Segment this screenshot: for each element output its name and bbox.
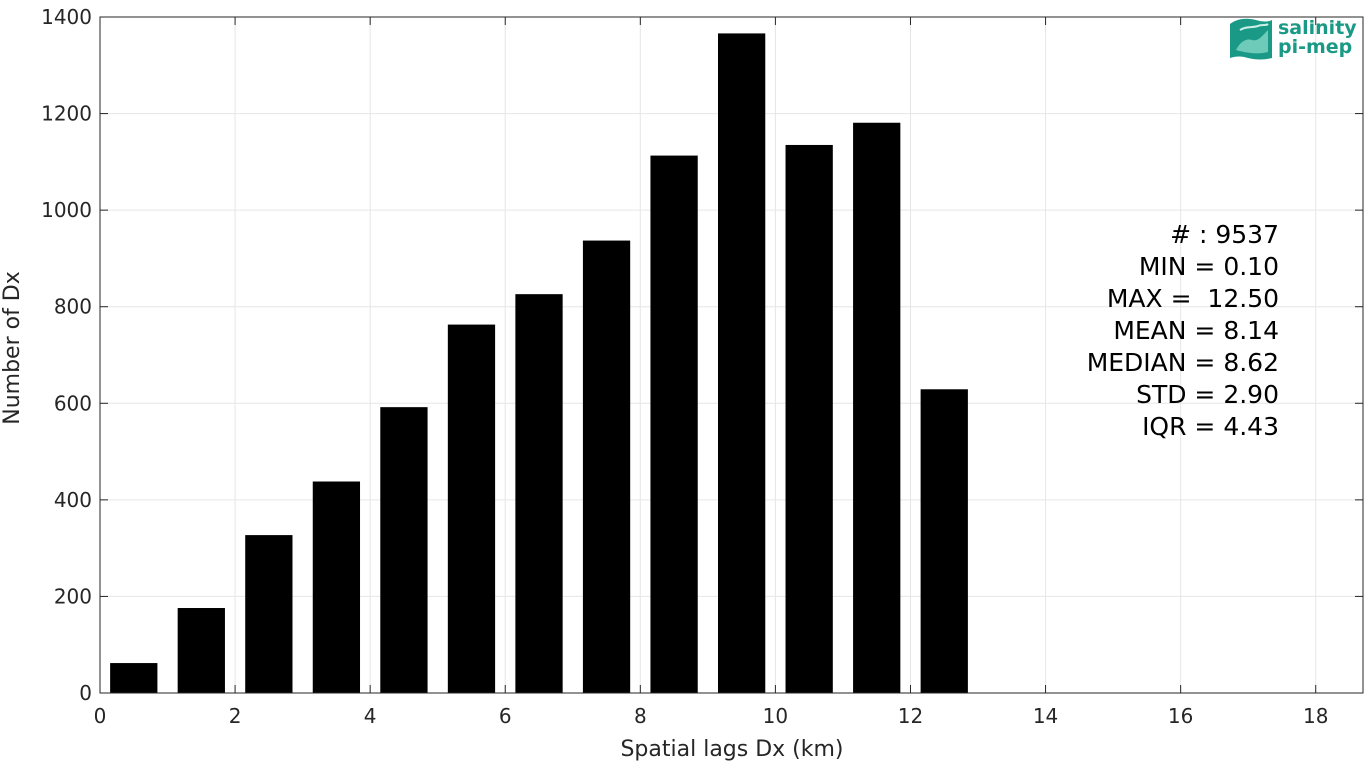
x-tick-label: 10 [763, 704, 788, 728]
histogram-bar [447, 324, 496, 693]
x-tick-label: 16 [1168, 704, 1193, 728]
histogram-bar [177, 608, 225, 693]
bars [110, 33, 968, 694]
y-tick-label: 0 [79, 681, 92, 705]
logo-line2: pi-mep [1278, 36, 1352, 58]
y-tick-label: 800 [54, 295, 92, 319]
stat-line: MEDIAN = 8.62 [1087, 348, 1279, 377]
x-tick-label: 4 [364, 704, 377, 728]
x-tick-label: 18 [1303, 704, 1328, 728]
x-tick-label: 6 [499, 704, 512, 728]
histogram-bar [582, 240, 631, 693]
axis-ticks [99, 16, 1363, 694]
y-tick-label: 400 [54, 488, 92, 512]
histogram-bar [245, 535, 293, 693]
stat-line: MAX = 12.50 [1107, 284, 1279, 313]
histogram-bar [312, 481, 361, 693]
y-tick-label: 600 [54, 391, 92, 415]
stat-line: MIN = 0.10 [1139, 252, 1279, 281]
histogram-bar [920, 389, 968, 693]
y-tick-label: 1400 [41, 5, 92, 29]
y-tick-labels: 0 200 400 600 800 1000 1200 1400 [41, 5, 92, 705]
y-tick-label: 1200 [41, 102, 92, 126]
x-axis-label: Spatial lags Dx (km) [620, 737, 843, 762]
stat-line: STD = 2.90 [1136, 380, 1279, 409]
histogram-bar [380, 407, 428, 693]
histogram-bar [717, 33, 766, 694]
x-tick-label: 2 [229, 704, 242, 728]
logo-line1: salinity [1278, 17, 1357, 39]
x-tick-label: 12 [898, 704, 923, 728]
x-tick-label: 0 [94, 704, 107, 728]
stat-line: MEAN = 8.14 [1113, 316, 1279, 345]
statistics-annotation: # : 9537 MIN = 0.10 MAX = 12.50 MEAN = 8.14… [1087, 220, 1279, 441]
y-axis-label: Number of Dx [0, 271, 25, 425]
plot-area-border [99, 16, 1364, 694]
histogram-bar [650, 155, 698, 693]
histogram-bar [853, 122, 901, 693]
histogram-bar [785, 144, 833, 693]
stat-line: IQR = 4.43 [1142, 412, 1279, 441]
x-tick-label: 14 [1033, 704, 1058, 728]
y-tick-label: 1000 [41, 198, 92, 222]
x-tick-label: 8 [634, 704, 647, 728]
histogram-bar [110, 663, 158, 693]
logo-wave-icon [1230, 18, 1272, 60]
x-tick-labels: 0 2 4 6 8 10 12 14 16 18 [94, 704, 1329, 728]
histogram-bar [515, 294, 563, 693]
stat-line: # : 9537 [1170, 220, 1279, 249]
y-tick-label: 200 [54, 584, 92, 608]
salinity-pi-mep-logo: salinity pi-mep [1230, 17, 1357, 60]
